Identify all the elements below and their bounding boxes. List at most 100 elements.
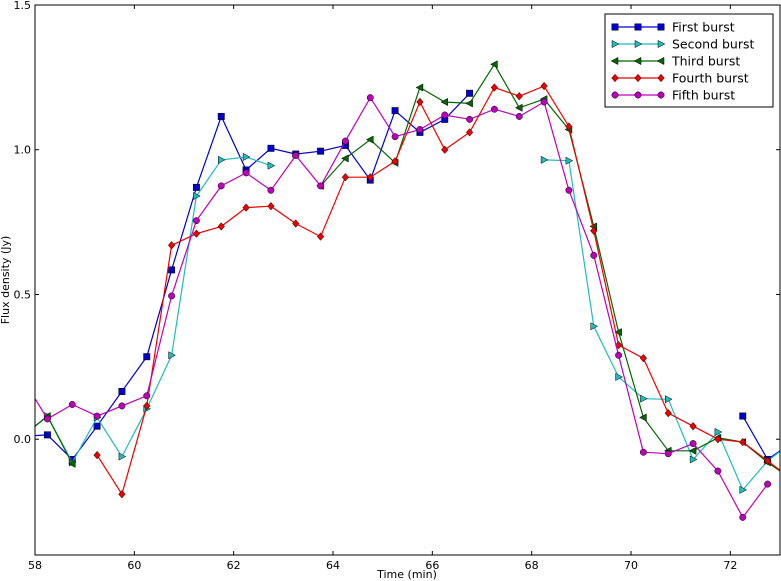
series-fifth-burst: [19, 94, 772, 521]
fourth-burst-point: [515, 92, 523, 101]
fourth-burst-point: [739, 437, 747, 447]
ticks-layer: 58 60 62 64 66 68 70 72 0.0 0.5 1.0 1.5: [14, 0, 780, 572]
fourth-burst-point: [639, 353, 648, 363]
fourth-burst-point: [416, 97, 424, 107]
first-burst-point: [267, 144, 275, 152]
third-burst-point: [365, 135, 374, 144]
second-burst-point: [665, 395, 673, 404]
second-burst-point: [689, 455, 698, 464]
fifth-burst-point: [118, 402, 126, 410]
second-burst-point: [242, 152, 251, 161]
third-burst-point: [490, 60, 498, 69]
third-burst-point: [440, 97, 448, 106]
fourth-burst-point: [565, 122, 573, 131]
fifth-burst-point: [68, 401, 76, 408]
fifth-burst-point: [590, 251, 598, 259]
fifth-burst-point: [540, 98, 548, 106]
fourth-burst-point: [391, 157, 399, 166]
fifth-burst-point: [391, 133, 399, 141]
legend-marker-fifth-burst: [634, 91, 642, 99]
first-burst-point: [192, 183, 200, 191]
first-burst-point: [43, 431, 51, 439]
third-burst-point: [415, 83, 424, 92]
fourth-burst-point: [664, 408, 672, 418]
fifth-burst-point: [19, 375, 25, 381]
legend-marker-first-burst: [657, 23, 665, 31]
fifth-burst-point: [515, 112, 523, 120]
first-burst-point: [143, 353, 151, 361]
x-tick-label: 58: [28, 559, 42, 572]
fifth-burst-point: [565, 186, 573, 194]
fifth-burst-point: [143, 392, 151, 400]
legend-marker-third-burst: [610, 56, 619, 66]
first-burst-point: [466, 89, 474, 97]
fifth-burst-point: [664, 450, 672, 458]
fourth-burst-point: [689, 422, 697, 431]
first-burst-point: [118, 387, 126, 395]
first-burst-point: [391, 107, 399, 115]
fourth-burst-point: [217, 222, 225, 231]
fifth-burst-point: [93, 412, 101, 420]
fourth-burst-point: [490, 83, 499, 92]
fifth-burst-point: [192, 217, 200, 225]
fourth-burst-point: [267, 202, 275, 211]
second-burst-point: [590, 322, 599, 331]
fourth-burst-point: [441, 145, 449, 154]
fifth-burst-point: [466, 115, 474, 123]
fourth-burst-point: [366, 173, 374, 182]
fifth-burst-point: [217, 182, 225, 190]
legend-marker-fifth-burst: [611, 91, 619, 99]
fifth-burst-point: [366, 94, 374, 102]
second-burst-point: [565, 156, 574, 165]
fifth-burst-point: [416, 126, 424, 133]
fifth-burst-point: [714, 467, 722, 475]
fifth-burst-point: [317, 182, 325, 190]
series-layer: [19, 60, 780, 521]
fourth-burst-point: [292, 219, 300, 228]
fifth-burst-point: [615, 351, 623, 359]
second-burst-point: [267, 161, 276, 170]
legend-marker-first-burst: [634, 23, 642, 31]
legend: First burst Second burst Third burst Fourth…: [604, 13, 774, 108]
x-tick-label: 64: [326, 559, 340, 572]
second-burst-point: [168, 351, 176, 360]
y-tick-label: 0.0: [14, 433, 32, 446]
fifth-burst-point: [639, 448, 647, 456]
third-burst-point: [341, 154, 349, 163]
y-tick-label: 0.5: [14, 288, 32, 301]
fifth-burst-point: [341, 137, 349, 145]
fifth-burst-point: [168, 292, 176, 300]
y-tick-label: 1.0: [14, 144, 32, 157]
legend-marker-second-burst: [634, 39, 643, 49]
x-tick-label: 62: [227, 559, 241, 572]
third-burst-point: [465, 99, 473, 108]
x-tick-label: 70: [624, 559, 638, 572]
first-burst-point: [93, 422, 101, 430]
legend-marker-third-burst: [656, 56, 665, 66]
first-burst-point: [317, 147, 325, 155]
legend-marker-fifth-burst: [657, 91, 665, 99]
legend-marker-second-burst: [611, 39, 620, 49]
third-burst-point: [67, 459, 76, 468]
fourth-burst-point: [316, 232, 325, 241]
x-axis-label: Time (min): [376, 568, 437, 581]
third-burst-point: [514, 103, 523, 112]
second-burst-point: [218, 155, 226, 164]
series-fourth-burst: [93, 81, 780, 499]
fifth-burst-point: [43, 415, 51, 423]
legend-label-third-burst: Third burst: [671, 54, 740, 69]
legend-label-fourth-burst: Fourth burst: [672, 71, 749, 86]
second-burst-point: [739, 485, 748, 494]
second-burst-point: [118, 452, 127, 461]
second-burst-point: [615, 372, 623, 381]
fifth-burst-point: [689, 440, 697, 448]
fifth-burst-point: [242, 169, 250, 177]
fourth-burst-point: [143, 401, 151, 411]
fifth-burst-point: [267, 186, 275, 194]
legend-marker-third-burst: [633, 56, 642, 66]
first-burst-point: [739, 412, 747, 420]
fourth-burst-point: [540, 81, 548, 91]
x-tick-label: 68: [525, 559, 539, 572]
third-burst-point: [639, 413, 647, 422]
